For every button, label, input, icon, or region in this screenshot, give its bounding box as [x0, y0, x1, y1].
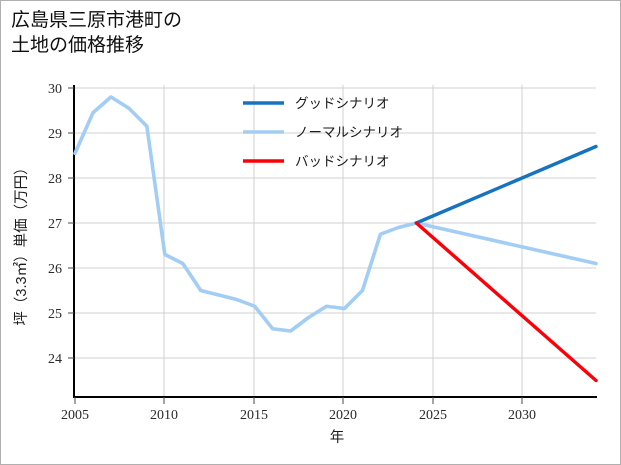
y-tick-label: 30 [48, 82, 62, 97]
series-line-good [414, 144, 598, 225]
y-tick-label: 28 [48, 172, 62, 187]
x-tick-labels: 2005 2010 2015 2020 2025 2030 [61, 408, 536, 423]
chart-legend: グッドシナリオ ノーマルシナリオ バッドシナリオ [243, 96, 403, 169]
y-tick-label: 24 [48, 352, 62, 367]
legend-label-normal: ノーマルシナリオ [295, 125, 403, 140]
y-tick-label: 29 [48, 127, 62, 142]
y-tick-label: 25 [48, 307, 62, 322]
series-group [73, 95, 598, 383]
y-gridlines [73, 87, 596, 359]
x-tick-label: 2030 [508, 408, 536, 423]
y-tick-labels: 24 25 26 27 28 29 30 [48, 82, 62, 367]
x-gridlines [163, 85, 523, 397]
x-tick-label: 2020 [329, 408, 357, 423]
title-line-1: 広島県三原市港町の [11, 10, 183, 31]
x-tick-label: 2005 [61, 408, 89, 423]
series-line-normal [73, 95, 598, 333]
title-line-2: 土地の価格推移 [11, 35, 145, 56]
x-tick-label: 2025 [419, 408, 447, 423]
series-line-bad [414, 221, 598, 383]
x-tickmarks [74, 397, 523, 404]
x-axis-title: 年 [330, 429, 345, 446]
legend-label-good: グッドシナリオ [295, 96, 390, 111]
y-tick-label: 27 [48, 217, 62, 232]
axis-lines [72, 85, 597, 399]
y-tickmarks [68, 87, 74, 359]
legend-label-bad: バッドシナリオ [295, 154, 390, 169]
y-axis-title: 坪（3.3㎡）単価（万円） [13, 160, 30, 325]
page-title: 広島県三原市港町の 土地の価格推移 [11, 8, 182, 58]
y-tick-label: 26 [48, 262, 62, 277]
x-tick-label: 2015 [240, 408, 268, 423]
x-tick-label: 2010 [150, 408, 178, 423]
